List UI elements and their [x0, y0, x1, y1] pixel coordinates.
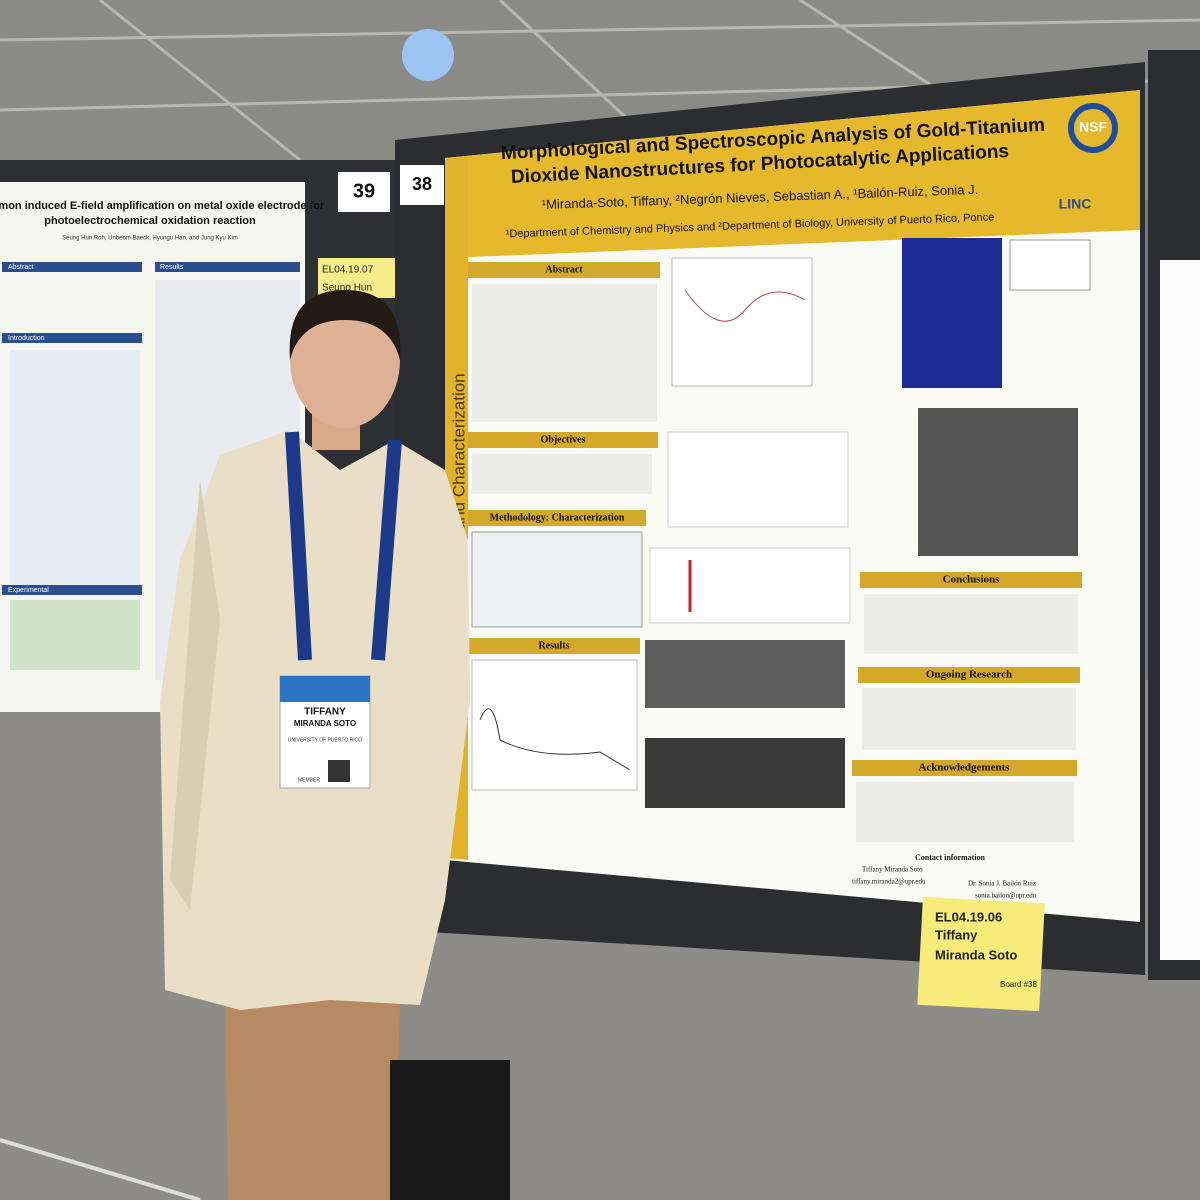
section-heading: Experimental — [8, 587, 49, 594]
contact-email: sonia.bailon@upr.edu — [975, 892, 1037, 900]
left-poster-authors: Seung Hun Roh, Unbeom Baeck, Hyungu Han,… — [62, 236, 238, 242]
section-heading: Methodology: Characterization — [490, 512, 625, 523]
right-poster — [1160, 260, 1200, 960]
arm — [170, 480, 220, 910]
section-heading: Conclusions — [943, 574, 1001, 586]
board-label-name: Tiffany — [935, 927, 978, 942]
eds-figure — [902, 238, 1002, 388]
section-heading: Acknowledgements — [918, 762, 1010, 774]
figure — [471, 659, 638, 791]
logo-linc: LINC — [1059, 196, 1092, 212]
section-bar — [2, 585, 142, 595]
section-bar — [155, 262, 300, 272]
figure — [671, 257, 813, 387]
lanyard — [285, 431, 402, 661]
spectrum-figure — [479, 708, 631, 771]
contact-email: tiffany.miranda2@upr.edu — [852, 878, 926, 886]
floor-line — [0, 1138, 201, 1200]
badge-first-name: TIFFANY — [304, 707, 346, 718]
text-block — [472, 284, 657, 422]
text-block — [472, 454, 652, 494]
section-heading: Abstract — [8, 264, 34, 271]
logo-nsf-ring — [1068, 103, 1118, 153]
board-label-board: Board #38 — [1000, 980, 1037, 989]
text-block — [864, 594, 1078, 654]
section-bar — [852, 760, 1077, 776]
section-bar — [2, 262, 142, 272]
board-label-code: EL04.19.07 — [322, 265, 374, 276]
section-bar — [468, 262, 660, 278]
logo-nsf: NSF — [1079, 119, 1107, 135]
badge-qr — [328, 760, 350, 782]
section-bar — [468, 638, 640, 654]
pants — [225, 1000, 400, 1200]
badge-header — [280, 676, 370, 702]
figure — [649, 547, 851, 624]
hair — [289, 290, 401, 360]
badge-role: MEMBER — [298, 777, 320, 783]
left-poster-title: photoelectrochemical oxidation reaction — [44, 215, 256, 227]
person: TIFFANY MIRANDA SOTO UNIVERSITY OF PUERT… — [160, 290, 510, 1200]
section-heading: Ongoing Research — [926, 669, 1012, 681]
section-bar — [2, 333, 142, 343]
contact-heading: Contact information — [915, 853, 986, 862]
face — [290, 292, 400, 428]
board-number-card — [338, 172, 390, 212]
sem-images — [645, 640, 845, 708]
badge-last-name: MIRANDA SOTO — [294, 719, 356, 728]
section-bar — [860, 572, 1082, 588]
eds-table — [1009, 239, 1091, 291]
contact-name: Dr. Sonia J. Bailón Ruiz — [968, 880, 1036, 888]
section-heading: Abstract — [545, 264, 583, 275]
hrtem-figure — [918, 408, 1078, 556]
section-bar — [468, 432, 658, 448]
board-label-code: EL04.19.06 — [935, 909, 1002, 924]
text-block — [862, 688, 1076, 750]
section-heading: Results — [160, 264, 184, 271]
title-band — [445, 90, 1140, 258]
center-column — [645, 257, 851, 808]
left-poster-title: Plasmon induced E-field amplification on… — [0, 200, 325, 212]
section-bar — [468, 510, 646, 526]
ceiling-lamp — [402, 29, 454, 81]
board-number: 39 — [353, 180, 375, 202]
figure — [471, 531, 643, 628]
section-heading: Results — [538, 640, 569, 651]
figure — [10, 600, 140, 670]
board-number: 38 — [412, 174, 432, 194]
figure — [667, 431, 849, 528]
figure — [10, 350, 140, 590]
text-block — [856, 782, 1074, 842]
board-number-card — [400, 165, 444, 205]
board-label-name: Seung Hun — [322, 283, 372, 294]
left-column: Abstract Objectives Methodology: Charact… — [468, 262, 660, 791]
board-label-name: Miranda Soto — [935, 947, 1017, 962]
badge-institution: UNIVERSITY OF PUERTO RICO — [288, 737, 362, 743]
right-column: Conclusions Ongoing Research Acknowledge… — [852, 238, 1091, 900]
bag — [390, 1060, 510, 1200]
section-heading: Objectives — [541, 434, 586, 445]
tem-images — [645, 738, 845, 808]
board-label — [917, 896, 1045, 1012]
section-heading: Introduction — [8, 335, 45, 342]
contact-name: Tiffany Miranda Soto — [862, 866, 923, 874]
section-bar — [858, 667, 1080, 683]
spectrum-figure — [684, 289, 806, 322]
